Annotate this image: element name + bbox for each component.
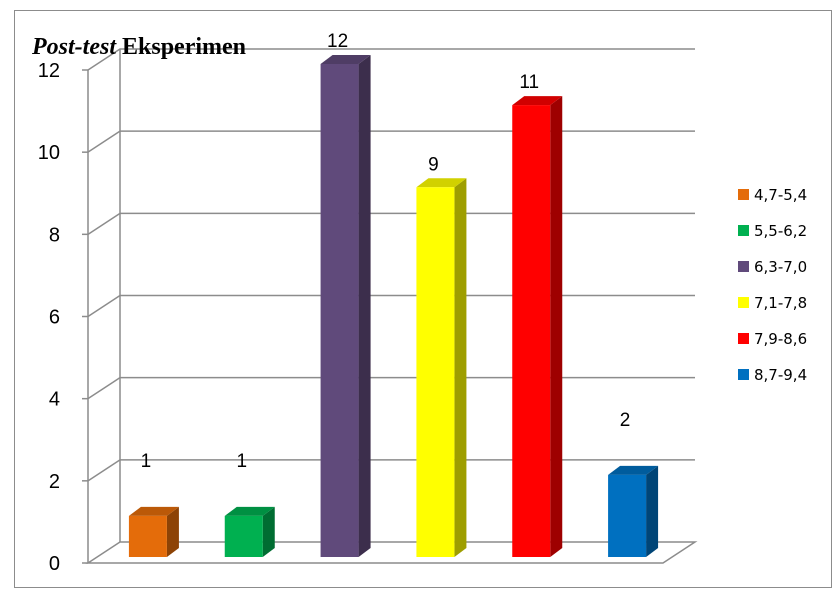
- bar-top: [320, 55, 371, 64]
- legend-label: 7,9-8,6: [754, 330, 807, 348]
- y-tick-label: 8: [49, 224, 60, 246]
- legend-label: 7,1-7,8: [754, 294, 807, 312]
- y-axis-ticks: 0 2 4 6 8 10 12: [38, 60, 88, 575]
- legend-label: 6,3-7,0: [754, 258, 807, 276]
- legend-item: 7,9-8,6: [738, 330, 807, 348]
- chart-title-rest: Eksperimen: [116, 34, 246, 60]
- chart-title-italic: Post-test: [31, 34, 117, 60]
- legend-label: 4,7-5,4: [754, 186, 807, 204]
- legend-label: 8,7-9,4: [754, 366, 807, 384]
- legend: 4,7-5,4 5,5-6,2 6,3-7,0 7,1-7,8 7,9-8,6 8,7-9…: [738, 186, 807, 384]
- y-tick-label: 6: [49, 307, 60, 329]
- bar: [224, 506, 275, 557]
- gridline: [87, 294, 695, 318]
- gridline: [87, 48, 695, 71]
- data-label: 1: [141, 451, 152, 472]
- data-label: 9: [428, 154, 439, 175]
- gridline: [87, 130, 695, 153]
- bar-side: [358, 55, 371, 557]
- bar-front: [224, 515, 263, 557]
- floor: [85, 541, 698, 564]
- bar-side: [166, 506, 179, 557]
- bar-front: [512, 105, 551, 557]
- bar: [320, 55, 371, 557]
- legend-label: 5,5-6,2: [754, 222, 807, 240]
- legend-item: 8,7-9,4: [738, 366, 807, 384]
- bar-top: [512, 96, 563, 106]
- bar: [416, 178, 467, 557]
- bar: [512, 96, 563, 557]
- legend-swatch: [738, 261, 749, 272]
- bar-top: [128, 506, 179, 516]
- legend-swatch: [738, 297, 749, 308]
- data-label: 12: [327, 31, 348, 52]
- data-label: 1: [236, 451, 247, 472]
- bar-side: [454, 178, 467, 557]
- chart-walls: [85, 49, 698, 564]
- bar-top: [608, 465, 659, 475]
- bar-front: [320, 64, 359, 557]
- legend-swatch: [738, 369, 749, 380]
- bar-side: [550, 96, 563, 557]
- bar-front: [608, 474, 647, 557]
- y-tick-label: 10: [38, 142, 60, 164]
- data-label: 11: [519, 72, 539, 93]
- bar-front: [416, 187, 455, 557]
- y-tick-label: 2: [49, 471, 60, 493]
- data-label: 2: [620, 410, 631, 431]
- gridline: [87, 459, 695, 482]
- bar: [608, 465, 659, 557]
- y-tick-label: 0: [49, 553, 60, 575]
- legend-swatch: [738, 333, 749, 344]
- legend-swatch: [738, 189, 749, 200]
- gridline: [87, 376, 695, 400]
- bar-side: [646, 465, 659, 557]
- y-tick-label: 4: [49, 389, 60, 411]
- bar: [128, 506, 179, 557]
- gridlines: [87, 48, 695, 482]
- legend-swatch: [738, 225, 749, 236]
- gridline: [87, 212, 695, 235]
- legend-item: 4,7-5,4: [738, 186, 807, 204]
- legend-item: 5,5-6,2: [738, 222, 807, 240]
- bar-side: [262, 506, 275, 557]
- bars: [128, 55, 659, 557]
- legend-item: 7,1-7,8: [738, 294, 807, 312]
- chart-title: Post-test Eksperimen: [31, 34, 246, 60]
- legend-item: 6,3-7,0: [738, 258, 807, 276]
- bar-top: [416, 178, 467, 188]
- y-tick-label: 12: [38, 60, 60, 82]
- bar-front: [128, 515, 167, 557]
- bar-top: [224, 506, 275, 516]
